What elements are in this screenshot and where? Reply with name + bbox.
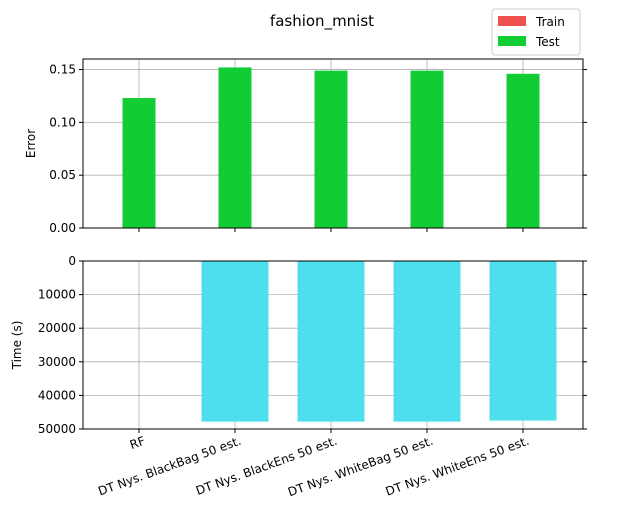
error-ytick-label: 0.05: [49, 168, 76, 182]
error-ytick-label: 0.00: [49, 221, 76, 235]
legend-label-test: Test: [535, 35, 560, 49]
error-ytick-label: 0.15: [49, 63, 76, 77]
time-ylabel: Time (s): [10, 321, 24, 371]
error-axes-frame: [82, 58, 584, 229]
error-bar-test: [314, 70, 348, 229]
legend-swatch-test: [498, 36, 526, 46]
time-ytick-label: 50000: [38, 422, 76, 436]
error-bar-test: [410, 70, 444, 229]
time-ytick-label: 10000: [38, 288, 76, 302]
legend-swatch-train: [498, 16, 526, 26]
time-bar: [297, 261, 365, 422]
time-bar: [393, 261, 461, 422]
time-bar: [489, 261, 557, 421]
time-axes-frame: [82, 260, 584, 430]
time-ytick-label: 20000: [38, 321, 76, 335]
error-bar-test: [122, 98, 156, 228]
legend-label-train: Train: [535, 15, 565, 29]
error-ytick-label: 0.10: [49, 115, 76, 129]
xtick-label: RF: [128, 434, 147, 452]
time-ytick-label: 40000: [38, 388, 76, 402]
time-ytick-label: 30000: [38, 355, 76, 369]
chart-title: fashion_mnist: [270, 12, 374, 31]
time-bar: [201, 261, 269, 422]
error-bar-test: [506, 73, 540, 228]
time-ytick-label: 0: [68, 254, 76, 268]
error-bar-test: [218, 67, 252, 228]
error-ylabel: Error: [24, 129, 38, 158]
